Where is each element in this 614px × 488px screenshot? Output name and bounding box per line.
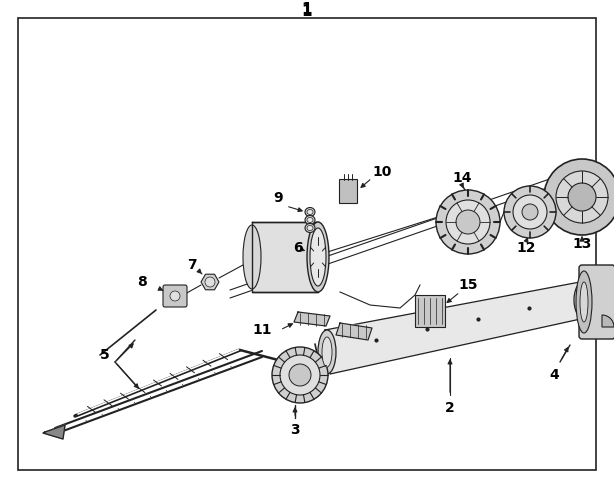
- Text: 5: 5: [100, 348, 110, 362]
- Circle shape: [280, 355, 320, 395]
- Text: 7: 7: [187, 258, 197, 272]
- Text: 14: 14: [453, 171, 472, 185]
- Text: 15: 15: [458, 278, 478, 292]
- FancyBboxPatch shape: [415, 295, 445, 327]
- Circle shape: [456, 210, 480, 234]
- Circle shape: [568, 183, 596, 211]
- Text: 9: 9: [273, 191, 283, 205]
- Circle shape: [272, 347, 328, 403]
- Wedge shape: [602, 315, 614, 327]
- Polygon shape: [336, 323, 372, 340]
- Ellipse shape: [305, 224, 315, 232]
- Circle shape: [544, 159, 614, 235]
- Text: 1: 1: [301, 3, 313, 19]
- Ellipse shape: [576, 271, 592, 333]
- Text: 1: 1: [301, 2, 313, 18]
- Text: 4: 4: [549, 368, 559, 382]
- Text: 2: 2: [445, 401, 455, 415]
- Ellipse shape: [243, 225, 261, 289]
- Circle shape: [446, 200, 490, 244]
- Ellipse shape: [307, 209, 313, 215]
- Ellipse shape: [307, 225, 313, 230]
- Text: 13: 13: [572, 237, 592, 251]
- Ellipse shape: [310, 228, 326, 286]
- Ellipse shape: [580, 282, 588, 322]
- Polygon shape: [43, 425, 65, 439]
- Ellipse shape: [307, 222, 329, 292]
- Circle shape: [504, 186, 556, 238]
- Circle shape: [436, 190, 500, 254]
- Text: 12: 12: [516, 241, 536, 255]
- Text: 8: 8: [137, 275, 147, 289]
- Polygon shape: [294, 312, 330, 326]
- FancyBboxPatch shape: [579, 265, 614, 339]
- Circle shape: [289, 364, 311, 386]
- Ellipse shape: [305, 207, 315, 217]
- Text: 6: 6: [293, 241, 303, 255]
- Text: 11: 11: [252, 323, 272, 337]
- Text: 10: 10: [372, 165, 392, 179]
- Ellipse shape: [574, 282, 592, 318]
- FancyBboxPatch shape: [163, 285, 187, 307]
- Ellipse shape: [307, 218, 313, 223]
- Circle shape: [522, 204, 538, 220]
- Circle shape: [170, 291, 180, 301]
- Ellipse shape: [322, 337, 332, 367]
- Text: 3: 3: [290, 423, 300, 437]
- Circle shape: [556, 171, 608, 223]
- Polygon shape: [325, 282, 585, 374]
- Ellipse shape: [318, 330, 336, 374]
- FancyBboxPatch shape: [339, 179, 357, 203]
- Ellipse shape: [305, 216, 315, 224]
- Polygon shape: [252, 222, 318, 292]
- Circle shape: [513, 195, 547, 229]
- Circle shape: [205, 277, 215, 287]
